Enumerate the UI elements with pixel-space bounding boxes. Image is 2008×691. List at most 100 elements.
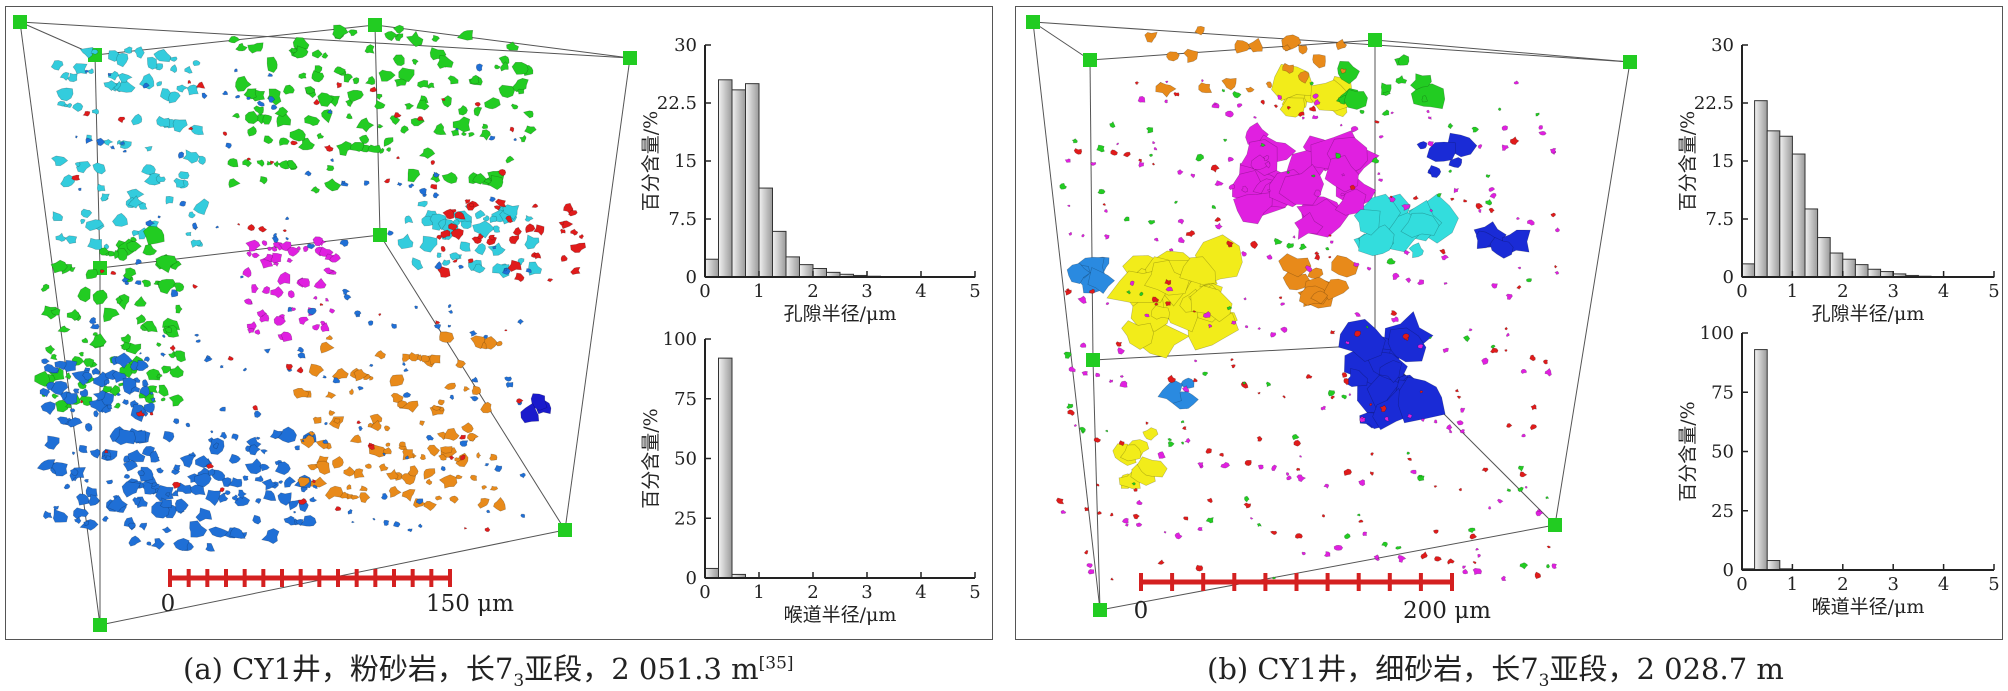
pore-blob bbox=[1370, 403, 1373, 406]
pore-blob bbox=[1146, 127, 1153, 133]
pore-blob bbox=[1351, 126, 1358, 132]
pore-blob bbox=[196, 508, 212, 522]
pore-blob bbox=[412, 258, 423, 270]
pore-blob bbox=[317, 133, 324, 139]
pore-blob bbox=[1116, 342, 1122, 347]
pore-blob bbox=[344, 74, 353, 83]
pore-blob bbox=[284, 477, 295, 488]
pore-blob bbox=[1154, 148, 1157, 151]
pore-blob bbox=[439, 475, 457, 489]
pore-blob bbox=[461, 221, 471, 229]
pore-blob bbox=[294, 511, 296, 513]
pore-blob bbox=[1174, 201, 1177, 204]
pore-blob bbox=[144, 357, 150, 362]
pore-blob bbox=[461, 132, 466, 136]
y-tick-label: 30 bbox=[1711, 35, 1734, 56]
x-tick-label: 4 bbox=[915, 582, 926, 603]
pore-blob bbox=[1245, 460, 1252, 466]
pore-blob bbox=[1103, 203, 1106, 205]
pore-blob bbox=[1148, 220, 1155, 224]
pore-blob bbox=[255, 330, 260, 335]
pore-blob bbox=[1098, 189, 1105, 194]
pore-blob bbox=[1074, 148, 1082, 154]
histogram-bar bbox=[746, 84, 760, 277]
x-tick-label: 1 bbox=[753, 281, 764, 302]
pore-blob bbox=[433, 193, 439, 199]
pore-blob bbox=[75, 136, 77, 138]
pore-blob bbox=[1310, 82, 1314, 85]
pore-blob bbox=[510, 127, 514, 132]
pore-blob bbox=[271, 287, 284, 298]
pore-blob bbox=[324, 145, 333, 152]
pore-blob bbox=[1450, 198, 1454, 201]
pore-blob bbox=[355, 311, 362, 316]
caption-a: (a) CY1井，粉砂岩，长73亚段，2 051.3 m[35] bbox=[183, 646, 794, 691]
pore-blob bbox=[51, 354, 58, 360]
pore-blob bbox=[394, 112, 401, 118]
pore-blob bbox=[1068, 205, 1071, 207]
pore-blob bbox=[150, 451, 160, 463]
pore-blob bbox=[1441, 255, 1448, 260]
pore-blob bbox=[1297, 475, 1306, 482]
pore-blob bbox=[1506, 294, 1512, 300]
pore-blob bbox=[169, 395, 184, 407]
pore-blob bbox=[1169, 248, 1173, 251]
histogram-bar bbox=[705, 568, 719, 578]
pore-blob bbox=[524, 111, 534, 118]
pore-blob bbox=[490, 216, 497, 223]
pore-blob bbox=[73, 508, 88, 519]
pore-blob bbox=[426, 479, 432, 485]
pore-blob bbox=[421, 355, 429, 362]
pore-blob bbox=[92, 109, 99, 115]
pore-blob bbox=[248, 43, 264, 54]
pore-blob bbox=[1555, 265, 1558, 268]
pore-blob bbox=[151, 538, 164, 549]
pore-blob bbox=[84, 479, 88, 482]
pore-blob bbox=[64, 360, 77, 372]
pore-blob bbox=[1460, 408, 1465, 412]
pore-blob bbox=[41, 284, 49, 292]
pore-blob bbox=[456, 128, 459, 130]
pore-blob bbox=[467, 433, 478, 441]
scale-bar-b-end-label: 200 μm bbox=[1403, 598, 1491, 624]
pore-blob bbox=[1250, 241, 1257, 249]
pore-blob bbox=[1223, 139, 1227, 142]
pore-blob bbox=[258, 226, 266, 232]
pore-blob bbox=[450, 395, 454, 400]
pore-blob bbox=[408, 466, 418, 477]
pore-blob bbox=[288, 160, 297, 168]
pore-blob bbox=[1181, 421, 1184, 424]
pore-blob bbox=[475, 243, 486, 255]
pore-blob bbox=[174, 538, 190, 550]
pore-blob bbox=[1220, 453, 1224, 457]
pore-blob bbox=[1535, 572, 1541, 579]
pore-blob bbox=[424, 469, 435, 480]
pore-blob bbox=[260, 176, 268, 184]
pore-blob bbox=[108, 73, 111, 76]
pore-blob bbox=[158, 216, 161, 219]
pore-blob bbox=[288, 290, 294, 298]
pore-blob bbox=[1267, 255, 1272, 260]
cube-edge bbox=[100, 235, 380, 268]
pore-blob bbox=[395, 79, 407, 87]
pore-blob bbox=[222, 91, 227, 95]
pore-blob bbox=[489, 136, 495, 141]
pore-blob bbox=[375, 100, 386, 109]
pore-blob bbox=[1521, 369, 1527, 373]
pore-blob bbox=[435, 321, 440, 324]
pore-blob bbox=[1476, 548, 1479, 550]
pore-blob bbox=[1459, 488, 1462, 491]
pore-blob bbox=[1198, 463, 1203, 467]
pore-blob bbox=[1322, 515, 1325, 518]
pore-blob bbox=[45, 345, 55, 354]
pore-blob bbox=[105, 450, 109, 453]
pore-blob bbox=[1106, 430, 1108, 432]
pore-blob bbox=[1539, 131, 1546, 135]
pore-blob bbox=[579, 234, 583, 239]
pore-blob bbox=[402, 489, 415, 501]
pore-blob bbox=[1510, 137, 1519, 145]
pore-blob bbox=[1469, 329, 1472, 331]
pore-blob bbox=[442, 172, 457, 183]
pore-blob bbox=[257, 160, 264, 167]
pore-blob bbox=[1135, 81, 1139, 84]
